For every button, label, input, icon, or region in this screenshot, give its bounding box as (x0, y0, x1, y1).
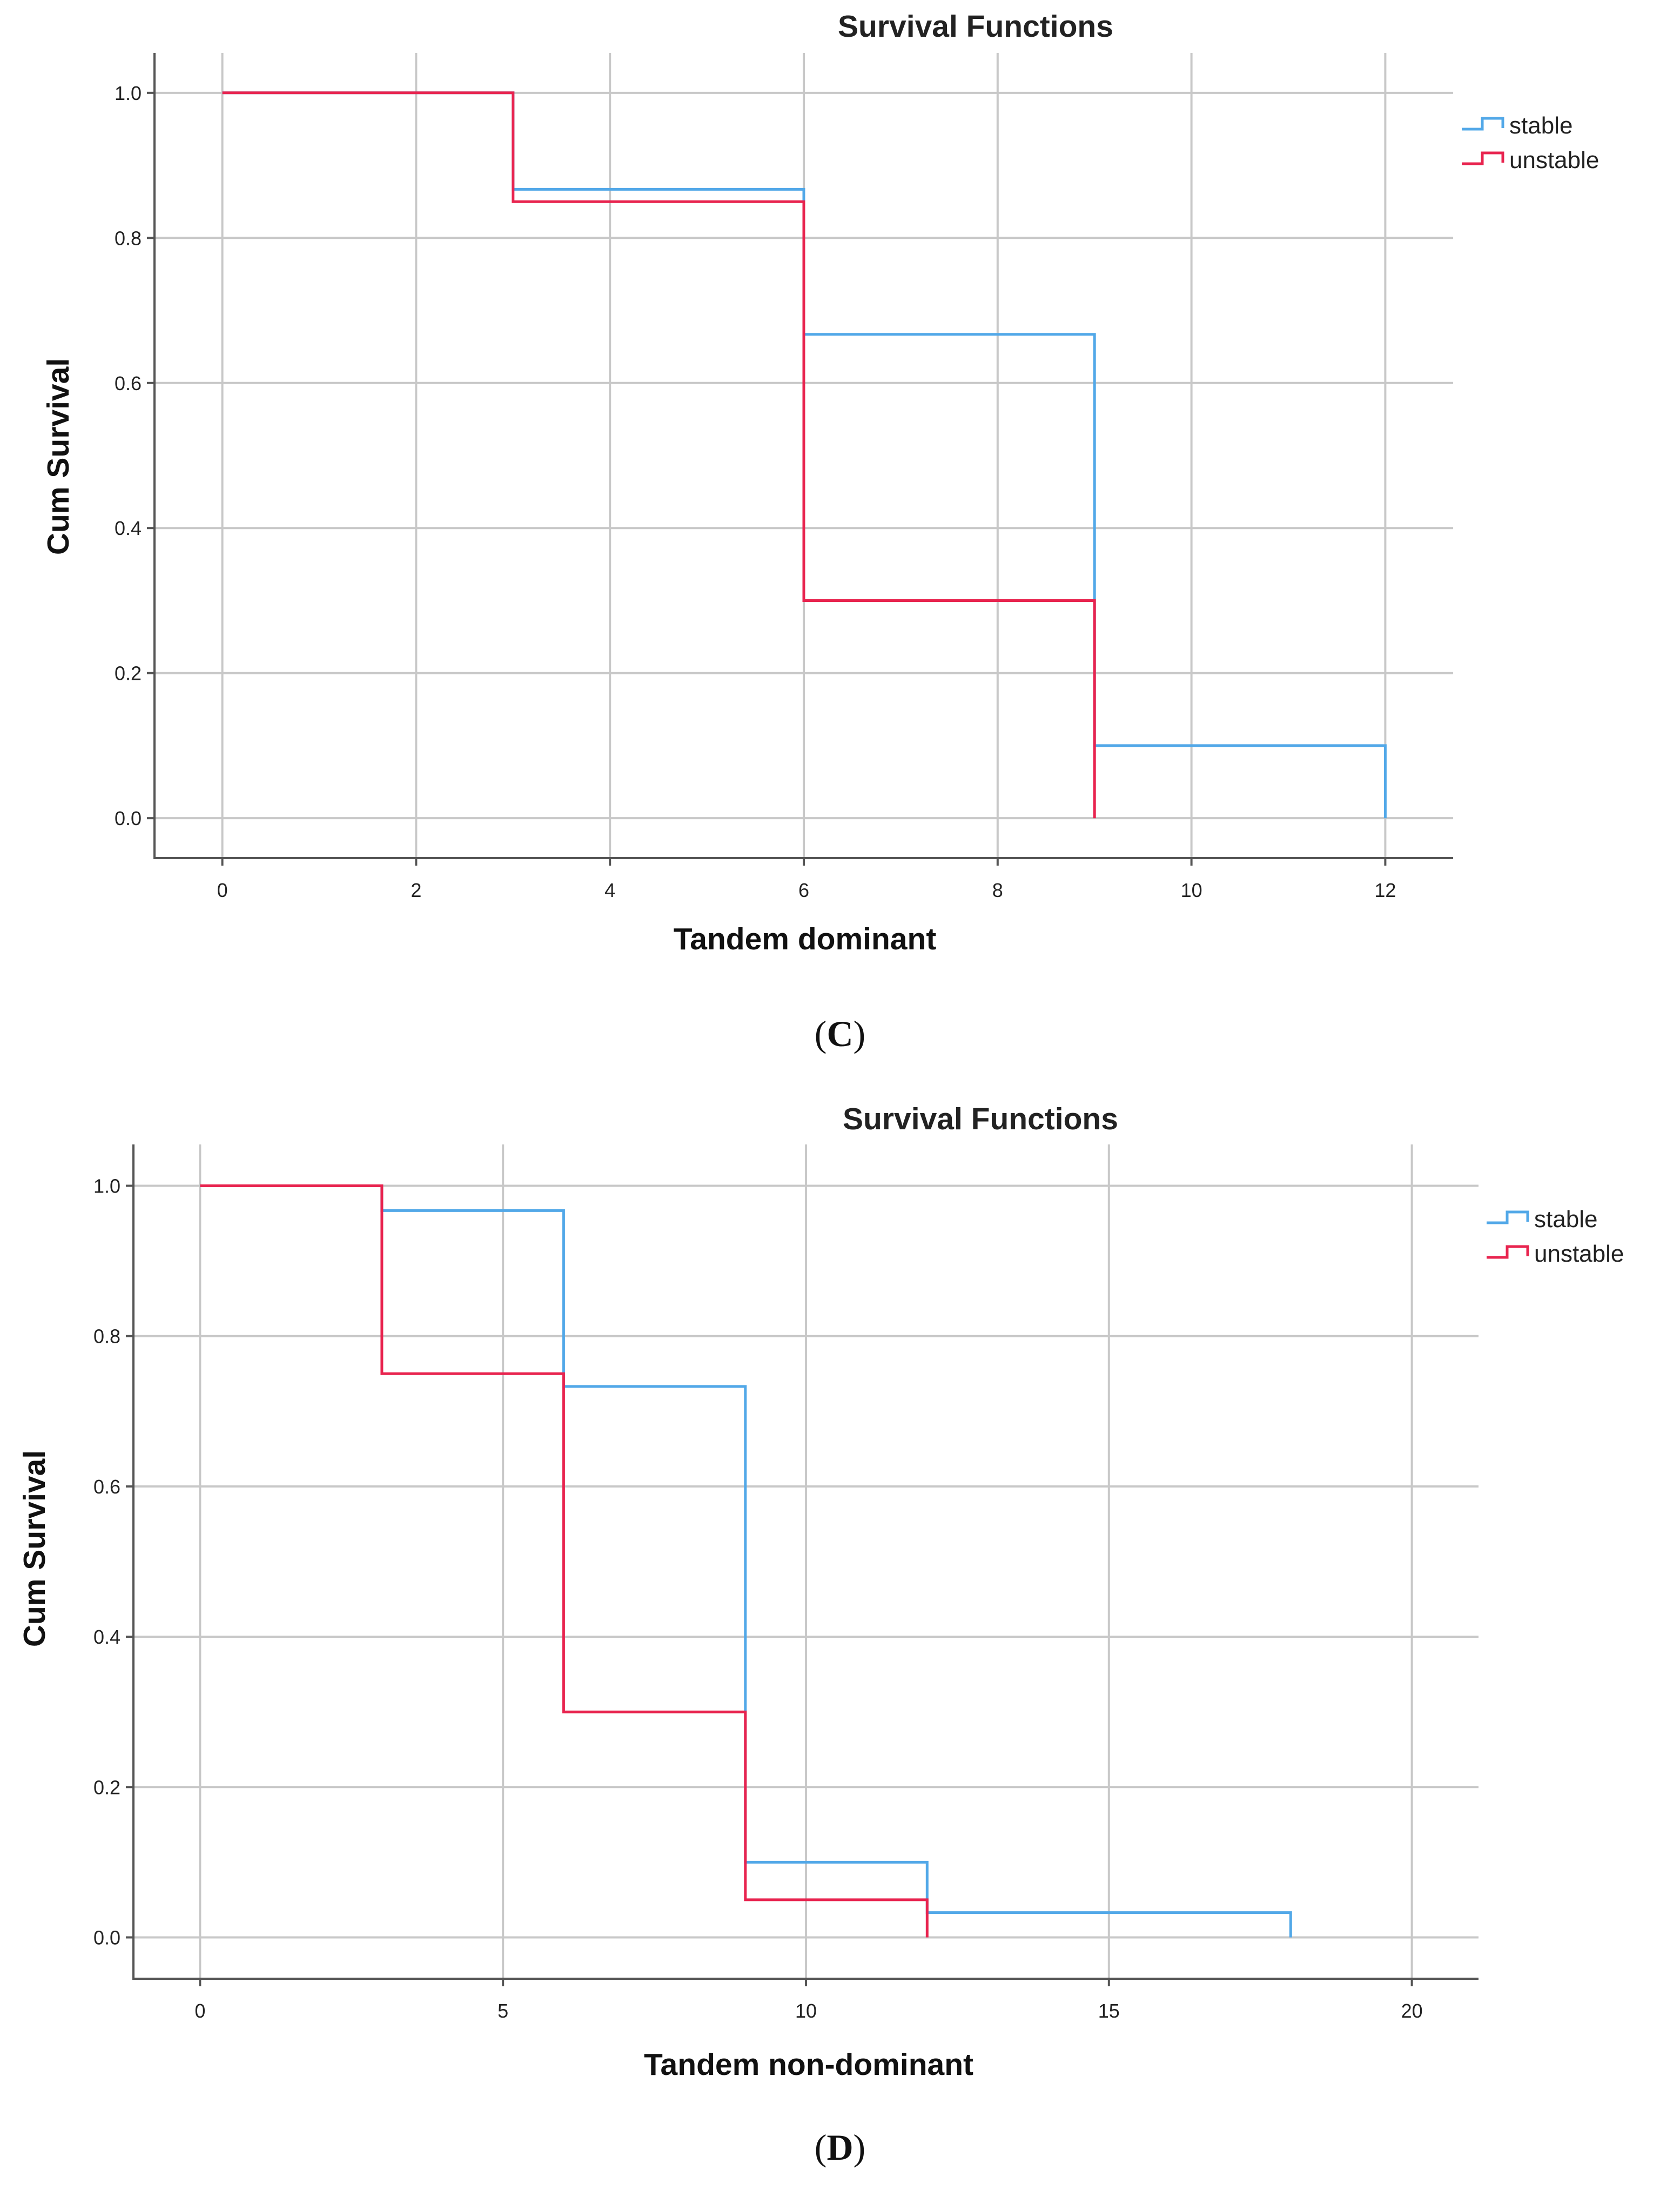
x-tick-label-c: 12 (1374, 879, 1396, 901)
x-tick-label-c: 10 (1181, 879, 1202, 901)
caption-letter-d: D (826, 2127, 853, 2168)
panel-caption-d: (D) (815, 2127, 865, 2168)
legend-item-stable-d: stable (1487, 1206, 1597, 1233)
ticks-c: 0 2 4 6 8 10 12 0.0 0.2 0.4 0.6 0.8 1.0 (115, 82, 1396, 901)
x-tick-label-d: 0 (194, 2000, 205, 2022)
y-axis-label-d: Cum Survival (17, 1450, 52, 1647)
panel-c: 0 2 4 6 8 10 12 0.0 0.2 0.4 0.6 0.8 1.0 Survival Fun… (41, 9, 1599, 1054)
legend-item-unstable-c: unstable (1462, 147, 1599, 173)
caption-letter-c: C (826, 1013, 853, 1054)
legend-swatch-unstable-d (1487, 1245, 1529, 1259)
chart-title-c: Survival Functions (838, 9, 1113, 44)
y-tick-label-c: 0.8 (115, 227, 142, 249)
legend-swatch-stable-d (1487, 1210, 1529, 1224)
grid-c (154, 53, 1453, 858)
x-tick-label-c: 0 (217, 879, 228, 901)
y-tick-label-c: 0.2 (115, 662, 142, 685)
y-axis-label-c: Cum Survival (41, 358, 76, 555)
y-tick-label-c: 0.4 (115, 517, 142, 539)
legend-label-unstable-d: unstable (1534, 1241, 1624, 1267)
x-axis-label-c: Tandem dominant (674, 922, 937, 956)
x-tick-label-d: 10 (795, 2000, 817, 2022)
series-d (200, 1184, 1292, 1938)
axis-frame-d (132, 1144, 1479, 1980)
series-line-unstable-d (200, 1184, 929, 1938)
y-tick-label-d: 0.8 (93, 1325, 120, 1348)
grid-d (133, 1144, 1479, 1979)
legend-label-stable-c: stable (1509, 112, 1573, 139)
y-tick-label-c: 0.6 (115, 372, 142, 394)
x-tick-label-c: 4 (604, 879, 615, 901)
y-tick-label-d: 1.0 (93, 1175, 120, 1197)
x-tick-label-c: 6 (798, 879, 809, 901)
y-tick-label-d: 0.6 (93, 1476, 120, 1498)
chart-title-d: Survival Functions (843, 1102, 1118, 1136)
y-tick-label-d: 0.0 (93, 1926, 120, 1948)
legend-label-stable-d: stable (1534, 1206, 1597, 1233)
panel-caption-c: (C) (815, 1013, 865, 1054)
legend-swatch-stable-c (1462, 117, 1504, 131)
x-tick-label-d: 20 (1401, 2000, 1423, 2022)
x-tick-label-c: 2 (411, 879, 421, 901)
legend-item-unstable-d: unstable (1487, 1241, 1624, 1267)
series-c (222, 91, 1387, 819)
ticks-d: 0 5 10 15 20 0.0 0.2 0.4 0.6 0.8 1.0 (93, 1175, 1423, 2022)
panel-d: 0 5 10 15 20 0.0 0.2 0.4 0.6 0.8 1.0 Survival Func… (17, 1102, 1624, 2168)
y-tick-label-c: 0.0 (115, 807, 142, 829)
y-tick-label-d: 0.4 (93, 1626, 120, 1648)
series-line-unstable-c (222, 91, 1096, 819)
x-tick-label-d: 15 (1098, 2000, 1120, 2022)
axes-c (153, 53, 1453, 859)
x-tick-label-c: 8 (992, 879, 1003, 901)
y-tick-label-d: 0.2 (93, 1776, 120, 1798)
x-tick-label-d: 5 (498, 2000, 508, 2022)
x-axis-label-d: Tandem non-dominant (644, 2047, 973, 2082)
legend-c: stable unstable (1462, 112, 1599, 173)
legend-d: stable unstable (1487, 1206, 1624, 1267)
legend-label-unstable-c: unstable (1509, 147, 1599, 173)
legend-item-stable-c: stable (1462, 112, 1573, 139)
axes-d (132, 1144, 1479, 1980)
y-tick-label-c: 1.0 (115, 82, 142, 104)
axis-frame-c (153, 53, 1453, 859)
legend-swatch-unstable-c (1462, 151, 1504, 165)
